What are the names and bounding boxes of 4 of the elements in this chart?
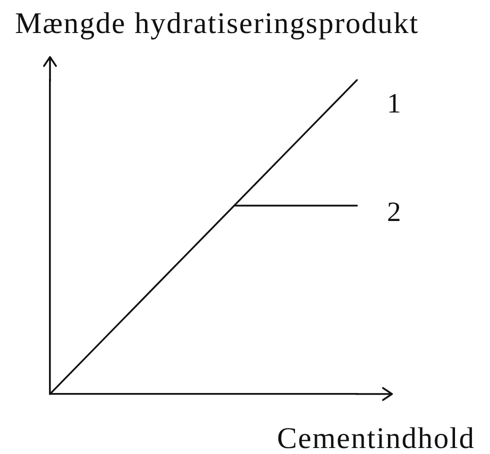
x-axis-title: Cementindhold (277, 422, 475, 454)
y-axis-title: Mængde hydratiseringsprodukt (15, 7, 419, 40)
series-label: 2 (387, 196, 401, 228)
series-label: 1 (387, 88, 401, 120)
